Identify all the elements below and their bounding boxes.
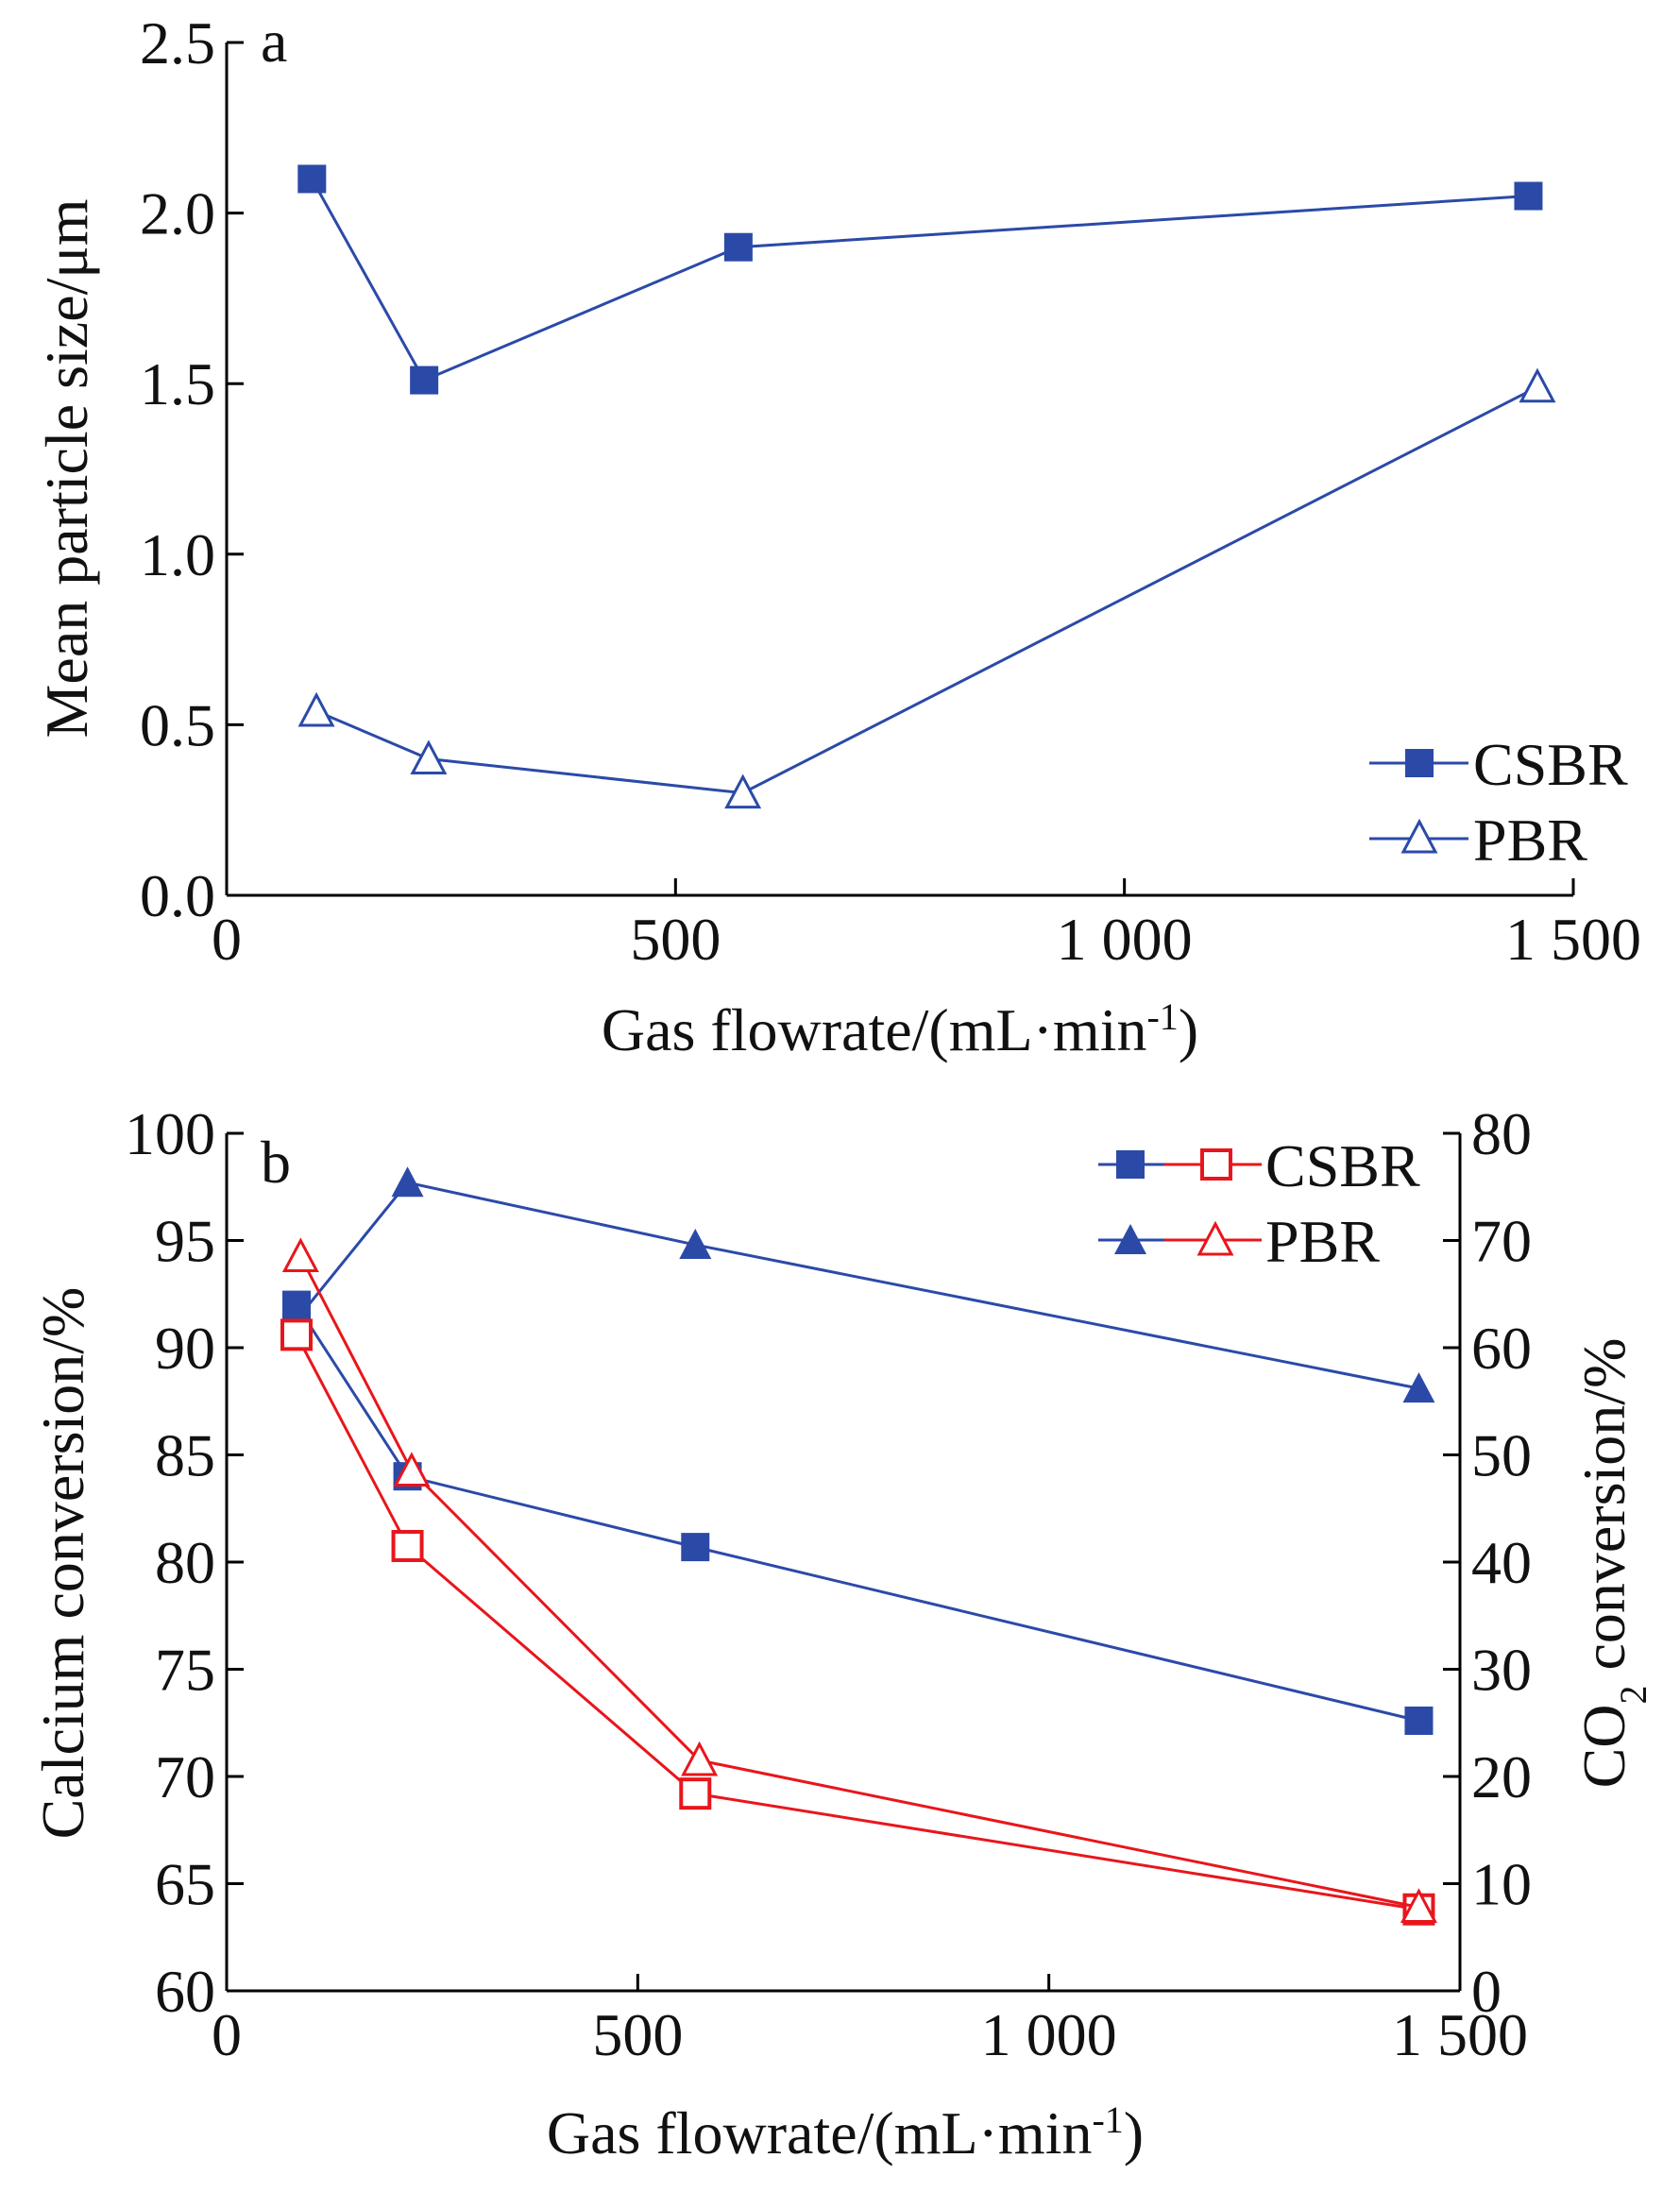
x-tick-label: 0 bbox=[212, 906, 242, 973]
series-layer bbox=[297, 164, 1556, 809]
legend-marker-csbr-co2 bbox=[1200, 1148, 1232, 1181]
data-point bbox=[723, 232, 753, 262]
x-tick-label: 0 bbox=[212, 2001, 242, 2068]
y-tick-label: 75 bbox=[155, 1637, 215, 1704]
y-tick-label: 65 bbox=[155, 1851, 215, 1918]
y-tick-label-right: 40 bbox=[1471, 1529, 1532, 1596]
chart-panel-b: b Gas flowrate/(mL·min-1) Calcium conver… bbox=[29, 1100, 1655, 2167]
series-layer bbox=[280, 1166, 1437, 1926]
data-point bbox=[1402, 1372, 1435, 1403]
legend-label-pbr: PBR bbox=[1473, 807, 1587, 874]
series-line bbox=[315, 385, 1538, 795]
y-tick-label: 0.5 bbox=[140, 691, 215, 758]
axis-ticks: 0 500 1 000 1 50060657075808590951000102030… bbox=[125, 1100, 1532, 2068]
data-point bbox=[1519, 367, 1556, 403]
y-tick-label: 1.5 bbox=[140, 350, 215, 417]
y-tick-label-right: 10 bbox=[1471, 1851, 1532, 1918]
legend-marker-pbr-calcium bbox=[1114, 1224, 1146, 1254]
series-line bbox=[295, 1303, 1419, 1723]
legend-marker-csbr bbox=[1405, 749, 1434, 777]
y-tick-label: 80 bbox=[155, 1529, 215, 1596]
data-point bbox=[280, 1318, 314, 1351]
y-tick-label: 70 bbox=[155, 1743, 215, 1810]
y-tick-label: 60 bbox=[155, 1958, 215, 2025]
y-tick-label: 85 bbox=[155, 1422, 215, 1489]
data-point bbox=[681, 1741, 719, 1776]
data-point bbox=[410, 365, 439, 395]
data-point bbox=[1404, 1706, 1434, 1735]
data-point bbox=[393, 1452, 431, 1487]
data-point bbox=[679, 1229, 712, 1260]
series-line bbox=[299, 1255, 1419, 1909]
y-axis-title-left: Calcium conversion/% bbox=[29, 1287, 96, 1840]
y-tick-label: 0.0 bbox=[140, 862, 215, 929]
y-tick-label: 2.0 bbox=[140, 180, 215, 247]
y-tick-label-right: 70 bbox=[1471, 1208, 1532, 1275]
axis-ticks: 0 500 1 000 1 500 0.0 0.5 1.0 1.5 2.0 2.5 bbox=[140, 9, 1641, 973]
y-tick-label-right: 0 bbox=[1471, 1958, 1502, 2025]
series-csbr-2 bbox=[280, 1318, 1435, 1926]
data-point bbox=[297, 691, 335, 727]
x-tick-label: 1 500 bbox=[1392, 2001, 1528, 2068]
series-csbr-0 bbox=[297, 164, 1543, 395]
data-point bbox=[724, 773, 762, 809]
series-pbr-3 bbox=[281, 1237, 1437, 1923]
x-tick-label: 500 bbox=[630, 906, 721, 973]
data-point bbox=[681, 1533, 710, 1562]
y-tick-label-right: 60 bbox=[1471, 1315, 1532, 1382]
x-tick-label: 500 bbox=[592, 2001, 683, 2068]
y-tick-label-right: 80 bbox=[1471, 1100, 1532, 1167]
data-point bbox=[297, 164, 327, 194]
legend: CSBR PBR bbox=[1098, 1132, 1420, 1275]
series-pbr-1 bbox=[297, 367, 1556, 809]
y-tick-label: 100 bbox=[125, 1100, 215, 1167]
y-tick-label-right: 50 bbox=[1471, 1422, 1532, 1489]
y-tick-label: 95 bbox=[155, 1208, 215, 1275]
x-tick-label: 1 000 bbox=[981, 2001, 1117, 2068]
data-point bbox=[391, 1529, 424, 1562]
y-axis-title: Mean particle size/μm bbox=[33, 199, 100, 739]
y-axis-title-right: CO2 conversion/% bbox=[1570, 1338, 1655, 1789]
data-point bbox=[1514, 181, 1543, 211]
data-point bbox=[281, 1237, 319, 1273]
legend-label-csbr: CSBR bbox=[1265, 1132, 1420, 1199]
series-line bbox=[295, 1181, 1419, 1390]
y-tick-label-right: 30 bbox=[1471, 1637, 1532, 1704]
panel-label: a bbox=[261, 8, 287, 75]
series-line bbox=[295, 1334, 1419, 1912]
legend-label-csbr: CSBR bbox=[1473, 731, 1628, 798]
legend-label-pbr: PBR bbox=[1265, 1208, 1380, 1275]
legend-marker-pbr bbox=[1400, 818, 1438, 854]
data-point bbox=[1400, 1888, 1437, 1923]
y-tick-label-right: 20 bbox=[1471, 1743, 1532, 1810]
panel-label: b bbox=[261, 1129, 291, 1196]
y-tick-label: 90 bbox=[155, 1315, 215, 1382]
x-axis-title: Gas flowrate/(mL·min-1) bbox=[547, 2099, 1144, 2167]
data-point bbox=[410, 739, 448, 775]
legend-marker-csbr-calcium bbox=[1116, 1150, 1145, 1179]
data-point bbox=[391, 1166, 424, 1198]
y-tick-label: 1.0 bbox=[140, 521, 215, 588]
legend-marker-pbr-co2 bbox=[1196, 1220, 1234, 1256]
y-tick-label: 2.5 bbox=[140, 9, 215, 76]
legend: CSBR PBR bbox=[1369, 731, 1628, 874]
data-point bbox=[679, 1777, 712, 1810]
x-tick-label: 1 000 bbox=[1057, 906, 1193, 973]
x-tick-label: 1 500 bbox=[1505, 906, 1641, 973]
series-line bbox=[311, 178, 1529, 382]
x-axis-title: Gas flowrate/(mL·min-1) bbox=[602, 995, 1198, 1064]
chart-panel-a: a Gas flowrate/(mL·min-1) Mean particle … bbox=[33, 8, 1641, 1063]
series-csbr-0 bbox=[282, 1290, 1434, 1735]
